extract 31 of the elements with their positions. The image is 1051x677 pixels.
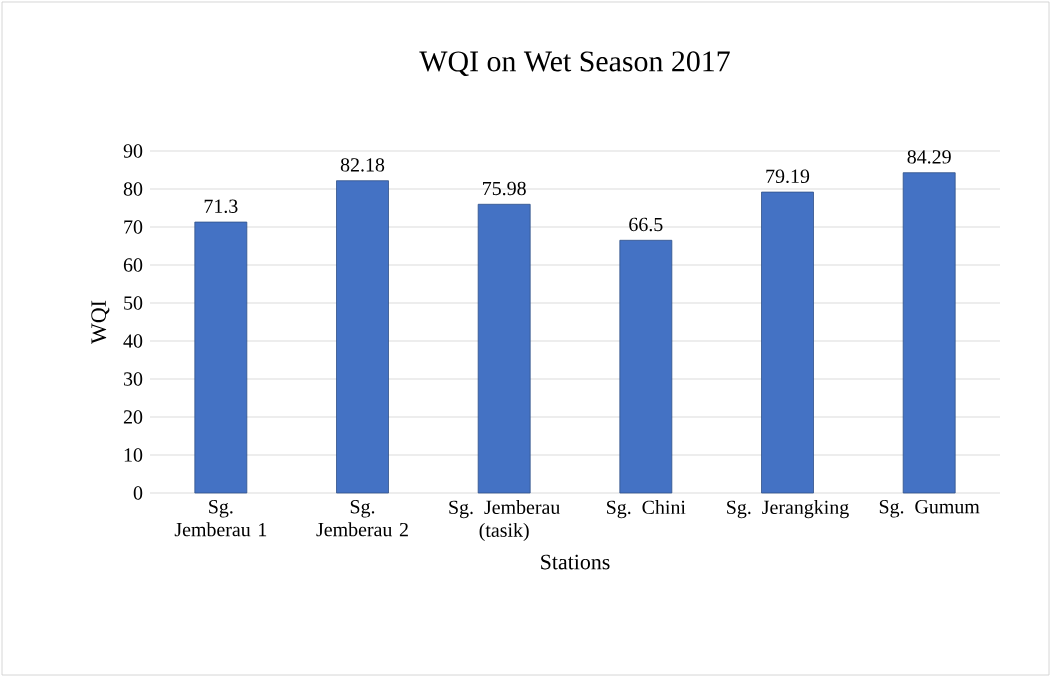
bar [194, 221, 248, 494]
bar [477, 203, 531, 494]
data-label: 71.3 [204, 199, 238, 214]
data-label: 66.5 [629, 217, 663, 232]
y-tick-label: 0 [133, 486, 143, 500]
bar [761, 191, 814, 494]
data-label: 75.98 [483, 181, 526, 196]
x-tick-label: Sg. Chini [607, 500, 686, 519]
y-axis-title: WQI [91, 300, 110, 344]
data-label: 82.18 [340, 158, 385, 172]
x-tick-label: Sg. Jemberau 2 [316, 500, 408, 537]
y-tick-label: 60 [123, 258, 143, 272]
data-label: 79.19 [766, 169, 810, 184]
x-tick-label: Sg. Jerangking [727, 500, 849, 519]
bar [619, 239, 673, 494]
y-tick-label: 40 [123, 334, 143, 348]
data-label: 84.29 [907, 150, 951, 164]
x-tick-label: Sg. Gumum [879, 500, 980, 518]
y-tick-label: 20 [123, 410, 143, 424]
x-tick-label: Sg. Jemberau (tasik) [449, 500, 560, 542]
bar [902, 172, 956, 494]
y-tick-label: 30 [124, 372, 143, 386]
bar [336, 180, 389, 494]
y-tick-label: 80 [123, 182, 143, 196]
y-tick-label: 70 [124, 220, 143, 234]
y-tick-label: 10 [124, 448, 143, 462]
chart-title: WQI on Wet Season 2017 [419, 51, 730, 77]
x-tick-label: Sg. Jemberau 1 [174, 500, 267, 537]
y-tick-label: 50 [124, 296, 143, 310]
x-axis-title: Stations [541, 554, 610, 570]
y-tick-label: 90 [123, 144, 143, 158]
